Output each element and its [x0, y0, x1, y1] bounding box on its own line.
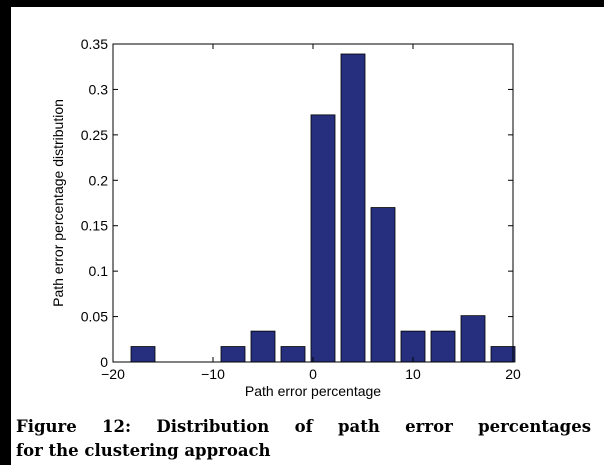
bar [250, 330, 276, 363]
figure-page: −20 −10 0 10 20 0 0.05 0.1 0.15 0.2 0.25 0.3 0.35 Pa… [11, 7, 604, 465]
y-tick-label: 0.25 [81, 127, 108, 143]
bar [430, 330, 456, 363]
bar [370, 207, 396, 363]
y-tick-label: 0.2 [89, 172, 109, 188]
bar [340, 53, 366, 363]
y-tick-label: 0.35 [81, 36, 108, 52]
y-tick-label: 0 [100, 354, 108, 370]
x-tick-label: 0 [309, 366, 317, 382]
caption-line-1: Figure 12: Distribution of path error pe… [16, 417, 591, 436]
x-axis-label: Path error percentage [245, 383, 381, 399]
y-tick-label: 0.15 [81, 218, 108, 234]
x-tick-label: 10 [405, 366, 421, 382]
bar [310, 114, 336, 363]
bar [220, 346, 246, 363]
x-tick-label: 20 [505, 366, 521, 382]
x-tick-label: −20 [101, 366, 125, 382]
caption-line-2: for the clustering approach [16, 441, 271, 460]
y-axis-label: Path error percentage distribution [50, 99, 66, 307]
y-tick-label: 0.05 [81, 309, 108, 325]
bar [280, 346, 306, 363]
y-tick-label: 0.1 [89, 263, 109, 279]
y-tick-label: 0.3 [89, 81, 109, 97]
figure-caption: Figure 12: Distribution of path error pe… [16, 415, 591, 463]
bar [460, 315, 486, 363]
bars [130, 53, 516, 363]
bar [490, 346, 516, 363]
bar [130, 346, 156, 363]
x-tick-label: −10 [201, 366, 225, 382]
ticks: −20 −10 0 10 20 0 0.05 0.1 0.15 0.2 0.25 0.3 0.35 [81, 36, 521, 382]
bar-chart: −20 −10 0 10 20 0 0.05 0.1 0.15 0.2 0.25 0.3 0.35 Pa… [50, 36, 521, 399]
